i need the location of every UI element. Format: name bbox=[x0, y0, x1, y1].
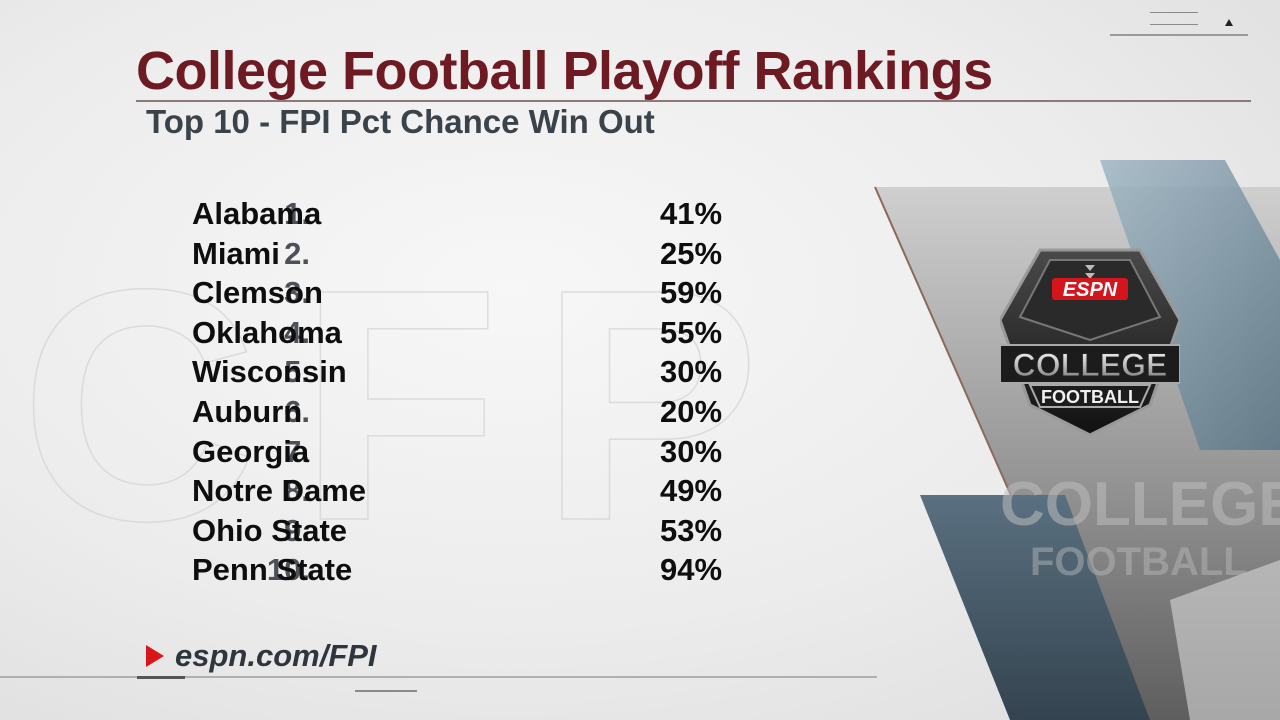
svg-text:FOOTBALL: FOOTBALL bbox=[1041, 387, 1139, 407]
win-out-pct: 25% bbox=[660, 235, 723, 271]
rankings-list: 1. Alabama 41% 2. Miami 25% 3. Clemson 59% 4. Okla… bbox=[130, 194, 750, 590]
ranking-row: 2. Miami 25% bbox=[130, 234, 750, 274]
rank-number: 6. bbox=[284, 393, 310, 429]
rank-number: 5. bbox=[284, 354, 310, 390]
win-out-pct: 53% bbox=[660, 512, 723, 548]
espn-logo-mark bbox=[1052, 278, 1128, 300]
team-name: Notre Dame bbox=[192, 473, 366, 509]
team-name: Auburn bbox=[192, 393, 303, 429]
svg-text:ESPN: ESPN bbox=[1063, 279, 1118, 301]
bottom-divider-short bbox=[355, 690, 417, 692]
ranking-row: 7. Georgia 30% bbox=[130, 432, 750, 472]
win-out-pct: 49% bbox=[660, 473, 723, 509]
rank-number: 10. bbox=[266, 552, 310, 588]
footer-link[interactable]: espn.com/FPI bbox=[146, 638, 377, 674]
win-out-pct: 59% bbox=[660, 275, 723, 311]
ranking-row: 3. Clemson 59% bbox=[130, 273, 750, 313]
espn-college-football-logo: ESPN COLLEGE FOOTBALL bbox=[1000, 248, 1180, 437]
rank-number: 1. bbox=[284, 196, 310, 231]
ranking-row: 10. Penn State 94% bbox=[130, 550, 750, 590]
watermark-college: COLLEGE bbox=[1000, 470, 1280, 539]
watermark-football: FOOTBALL bbox=[1030, 540, 1248, 584]
rank-number: 9. bbox=[284, 512, 310, 548]
footer-url: espn.com/FPI bbox=[175, 638, 377, 673]
background-watermark-letters: CFP bbox=[19, 219, 800, 590]
ranking-row: 4. Oklahoma 55% bbox=[130, 313, 750, 353]
svg-text:COLLEGE: COLLEGE bbox=[1013, 347, 1168, 383]
team-name: Oklahoma bbox=[192, 314, 342, 350]
rank-number: 3. bbox=[284, 275, 310, 311]
rank-number: 8. bbox=[284, 473, 310, 509]
ranking-row: 9. Ohio State 53% bbox=[130, 511, 750, 551]
win-out-pct: 55% bbox=[660, 314, 723, 350]
team-name: Ohio State bbox=[192, 512, 348, 548]
bottom-divider bbox=[0, 676, 877, 678]
play-arrow-icon bbox=[146, 645, 164, 667]
page-title: College Football Playoff Rankings bbox=[136, 41, 993, 101]
page-subtitle: Top 10 - FPI Pct Chance Win Out bbox=[146, 103, 655, 140]
ranking-row: 1. Alabama 41% bbox=[130, 194, 750, 234]
title-divider bbox=[136, 100, 1251, 102]
win-out-pct: 41% bbox=[660, 196, 723, 231]
win-out-pct: 20% bbox=[660, 393, 723, 429]
team-name: Wisconsin bbox=[192, 354, 347, 390]
team-name: Penn State bbox=[192, 552, 353, 588]
blue-stripe-lower bbox=[920, 495, 1150, 720]
team-name: Clemson bbox=[192, 275, 323, 311]
rank-number: 4. bbox=[284, 314, 310, 350]
ranking-row: 8. Notre Dame 49% bbox=[130, 471, 750, 511]
rank-number: 2. bbox=[284, 235, 310, 271]
triangle-up-icon bbox=[1225, 19, 1233, 26]
ranking-row: 5. Wisconsin 30% bbox=[130, 352, 750, 392]
bottom-divider-accent bbox=[137, 676, 185, 679]
win-out-pct: 30% bbox=[660, 354, 723, 390]
top-right-decoration bbox=[1110, 0, 1250, 40]
rank-number: 7. bbox=[284, 433, 310, 469]
ranking-row: 6. Auburn 20% bbox=[130, 392, 750, 432]
win-out-pct: 94% bbox=[660, 552, 723, 588]
team-name: Miami bbox=[192, 235, 280, 271]
win-out-pct: 30% bbox=[660, 433, 723, 469]
team-name: Alabama bbox=[192, 196, 322, 231]
team-name: Georgia bbox=[192, 433, 310, 469]
